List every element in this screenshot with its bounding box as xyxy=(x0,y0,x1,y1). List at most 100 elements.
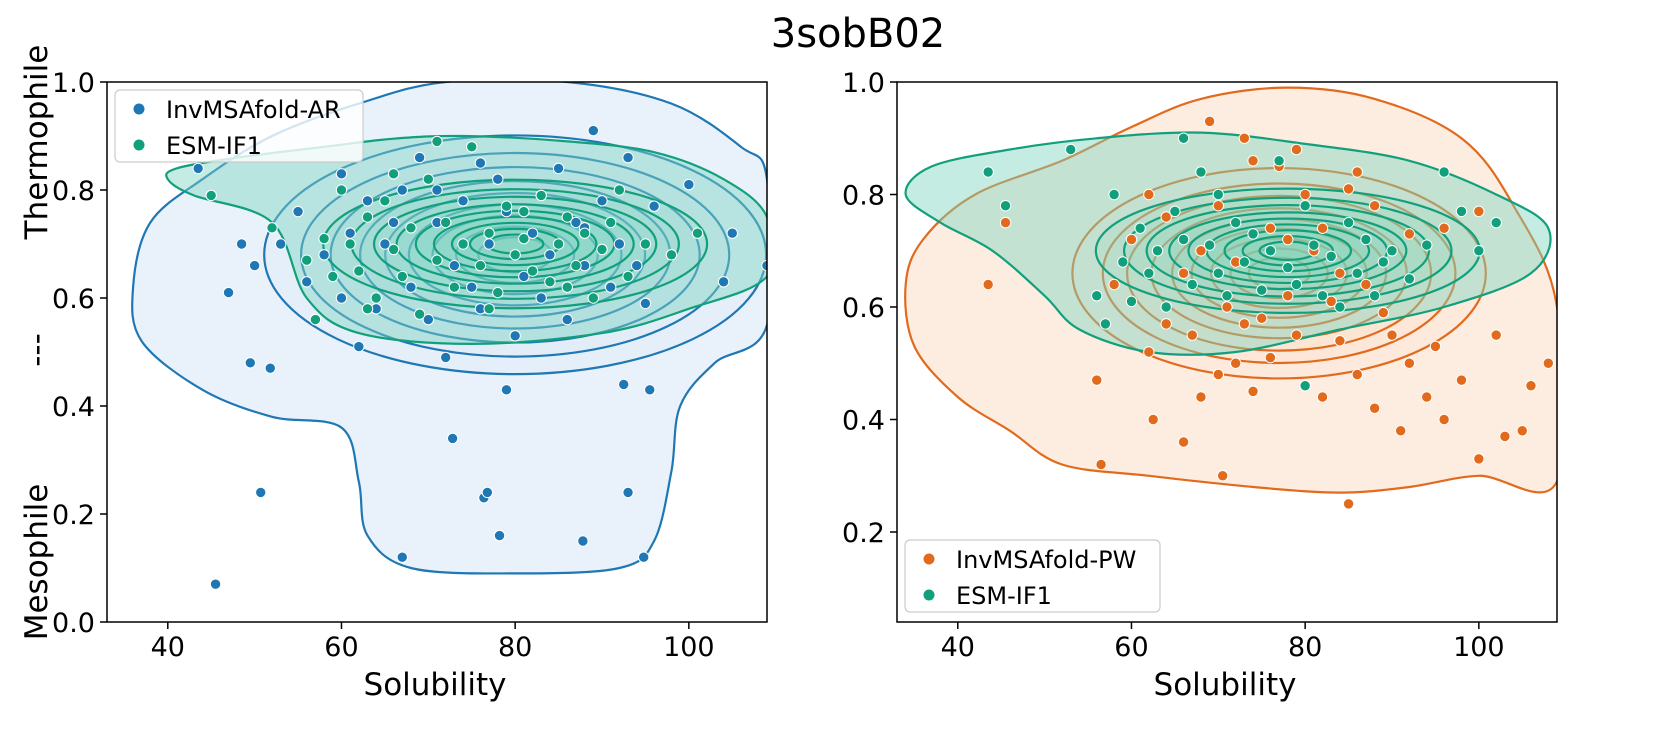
scatter-point xyxy=(431,254,443,266)
scatter-point xyxy=(192,162,204,175)
scatter-point xyxy=(1438,413,1450,426)
scatter-point xyxy=(396,184,408,196)
scatter-point xyxy=(1282,233,1294,246)
scatter-point xyxy=(1160,211,1172,223)
scatter-point xyxy=(982,278,994,291)
scatter-point xyxy=(1299,188,1311,201)
scatter-point xyxy=(1316,391,1329,403)
scatter-point xyxy=(1151,245,1164,257)
plot-area xyxy=(131,82,767,590)
scatter-point xyxy=(483,227,495,239)
legend-box xyxy=(904,539,1161,613)
scatter-point xyxy=(1360,278,1372,291)
scatter-point xyxy=(1490,216,1502,229)
y-tick-label: 0.2 xyxy=(842,518,885,549)
scatter-point xyxy=(483,303,495,315)
y-tick-label: 0.0 xyxy=(52,608,95,639)
scatter-point xyxy=(509,330,521,342)
scatter-point xyxy=(1186,329,1198,341)
scatter-point xyxy=(1095,458,1107,471)
scatter-point xyxy=(1368,200,1381,212)
scatter-esm-if1 xyxy=(205,135,704,326)
scatter-point xyxy=(1247,385,1259,398)
scatter-point xyxy=(1377,306,1390,319)
scatter-point xyxy=(248,259,261,272)
scatter-point xyxy=(396,551,408,563)
scatter-point xyxy=(999,200,1012,212)
scatter-point xyxy=(422,313,435,326)
scatter-point xyxy=(518,232,530,245)
scatter-point xyxy=(1091,290,1103,302)
scatter-point xyxy=(1455,205,1468,218)
y-tick-label: 0.8 xyxy=(842,181,885,212)
scatter-point xyxy=(466,281,478,293)
scatter-point xyxy=(1099,318,1112,330)
scatter-point xyxy=(578,227,591,239)
scatter-point xyxy=(1212,267,1225,279)
scatter-point xyxy=(1403,357,1416,369)
scatter-point xyxy=(1134,222,1146,234)
scatter-point xyxy=(1421,239,1433,251)
scatter-point xyxy=(353,340,365,353)
scatter-point xyxy=(639,297,652,310)
scatter-point xyxy=(396,270,408,283)
scatter-point xyxy=(1368,402,1381,414)
scatter-point xyxy=(1499,430,1511,443)
scatter-point xyxy=(1516,425,1528,437)
scatter-point xyxy=(439,351,452,364)
scatter-point xyxy=(335,292,348,304)
scatter-point xyxy=(691,227,704,239)
scatter-point xyxy=(577,535,589,547)
scatter-point xyxy=(1351,166,1363,178)
scatter-point xyxy=(622,151,634,164)
scatter-point xyxy=(481,486,494,499)
scatter-point xyxy=(474,259,487,272)
scatter-point xyxy=(1238,318,1251,330)
scatter-point xyxy=(335,168,348,180)
scatter-point xyxy=(596,243,608,256)
x-tick-label: 40 xyxy=(151,632,185,663)
scatter-point xyxy=(492,286,504,299)
scatter-point xyxy=(561,211,573,223)
scatter-point xyxy=(405,281,417,293)
scatter-point xyxy=(518,205,530,218)
scatter-point xyxy=(413,151,426,164)
scatter-point xyxy=(1438,222,1450,234)
legend-marker xyxy=(922,552,936,566)
legend-label: InvMSAfold-AR xyxy=(166,96,341,124)
scatter-point xyxy=(439,216,452,229)
scatter-point xyxy=(561,313,573,326)
scatter-point xyxy=(255,486,267,499)
scatter-point xyxy=(379,195,391,207)
scatter-point xyxy=(1542,357,1555,369)
scatter-point xyxy=(318,249,330,261)
scatter-point xyxy=(446,432,459,445)
scatter-point xyxy=(622,486,634,499)
scatter-point xyxy=(474,157,487,169)
scatter-point xyxy=(1473,453,1485,465)
scatter-point xyxy=(1368,290,1381,302)
scatter-point xyxy=(1316,290,1329,302)
scatter-point xyxy=(518,270,530,283)
scatter-point xyxy=(448,259,461,272)
x-tick-label: 80 xyxy=(498,632,532,663)
scatter-point xyxy=(526,265,539,277)
scatter-point xyxy=(1473,245,1485,257)
scatter-point xyxy=(466,141,478,153)
scatter-point xyxy=(1334,335,1346,347)
scatter-point xyxy=(726,227,738,239)
scatter-point xyxy=(570,216,582,229)
scatter-point xyxy=(613,238,626,250)
scatter-point xyxy=(604,216,617,229)
scatter-point xyxy=(544,276,556,288)
scatter-point xyxy=(413,308,426,320)
legend-box xyxy=(114,89,364,163)
scatter-point xyxy=(353,265,365,277)
scatter-point xyxy=(431,135,443,148)
scatter-point xyxy=(266,222,278,234)
scatter-point xyxy=(1325,250,1337,263)
scatter-point xyxy=(405,222,417,234)
scatter-point xyxy=(1403,228,1416,240)
x-tick-label: 60 xyxy=(1114,632,1148,663)
scatter-esm-if1 xyxy=(982,132,1502,392)
